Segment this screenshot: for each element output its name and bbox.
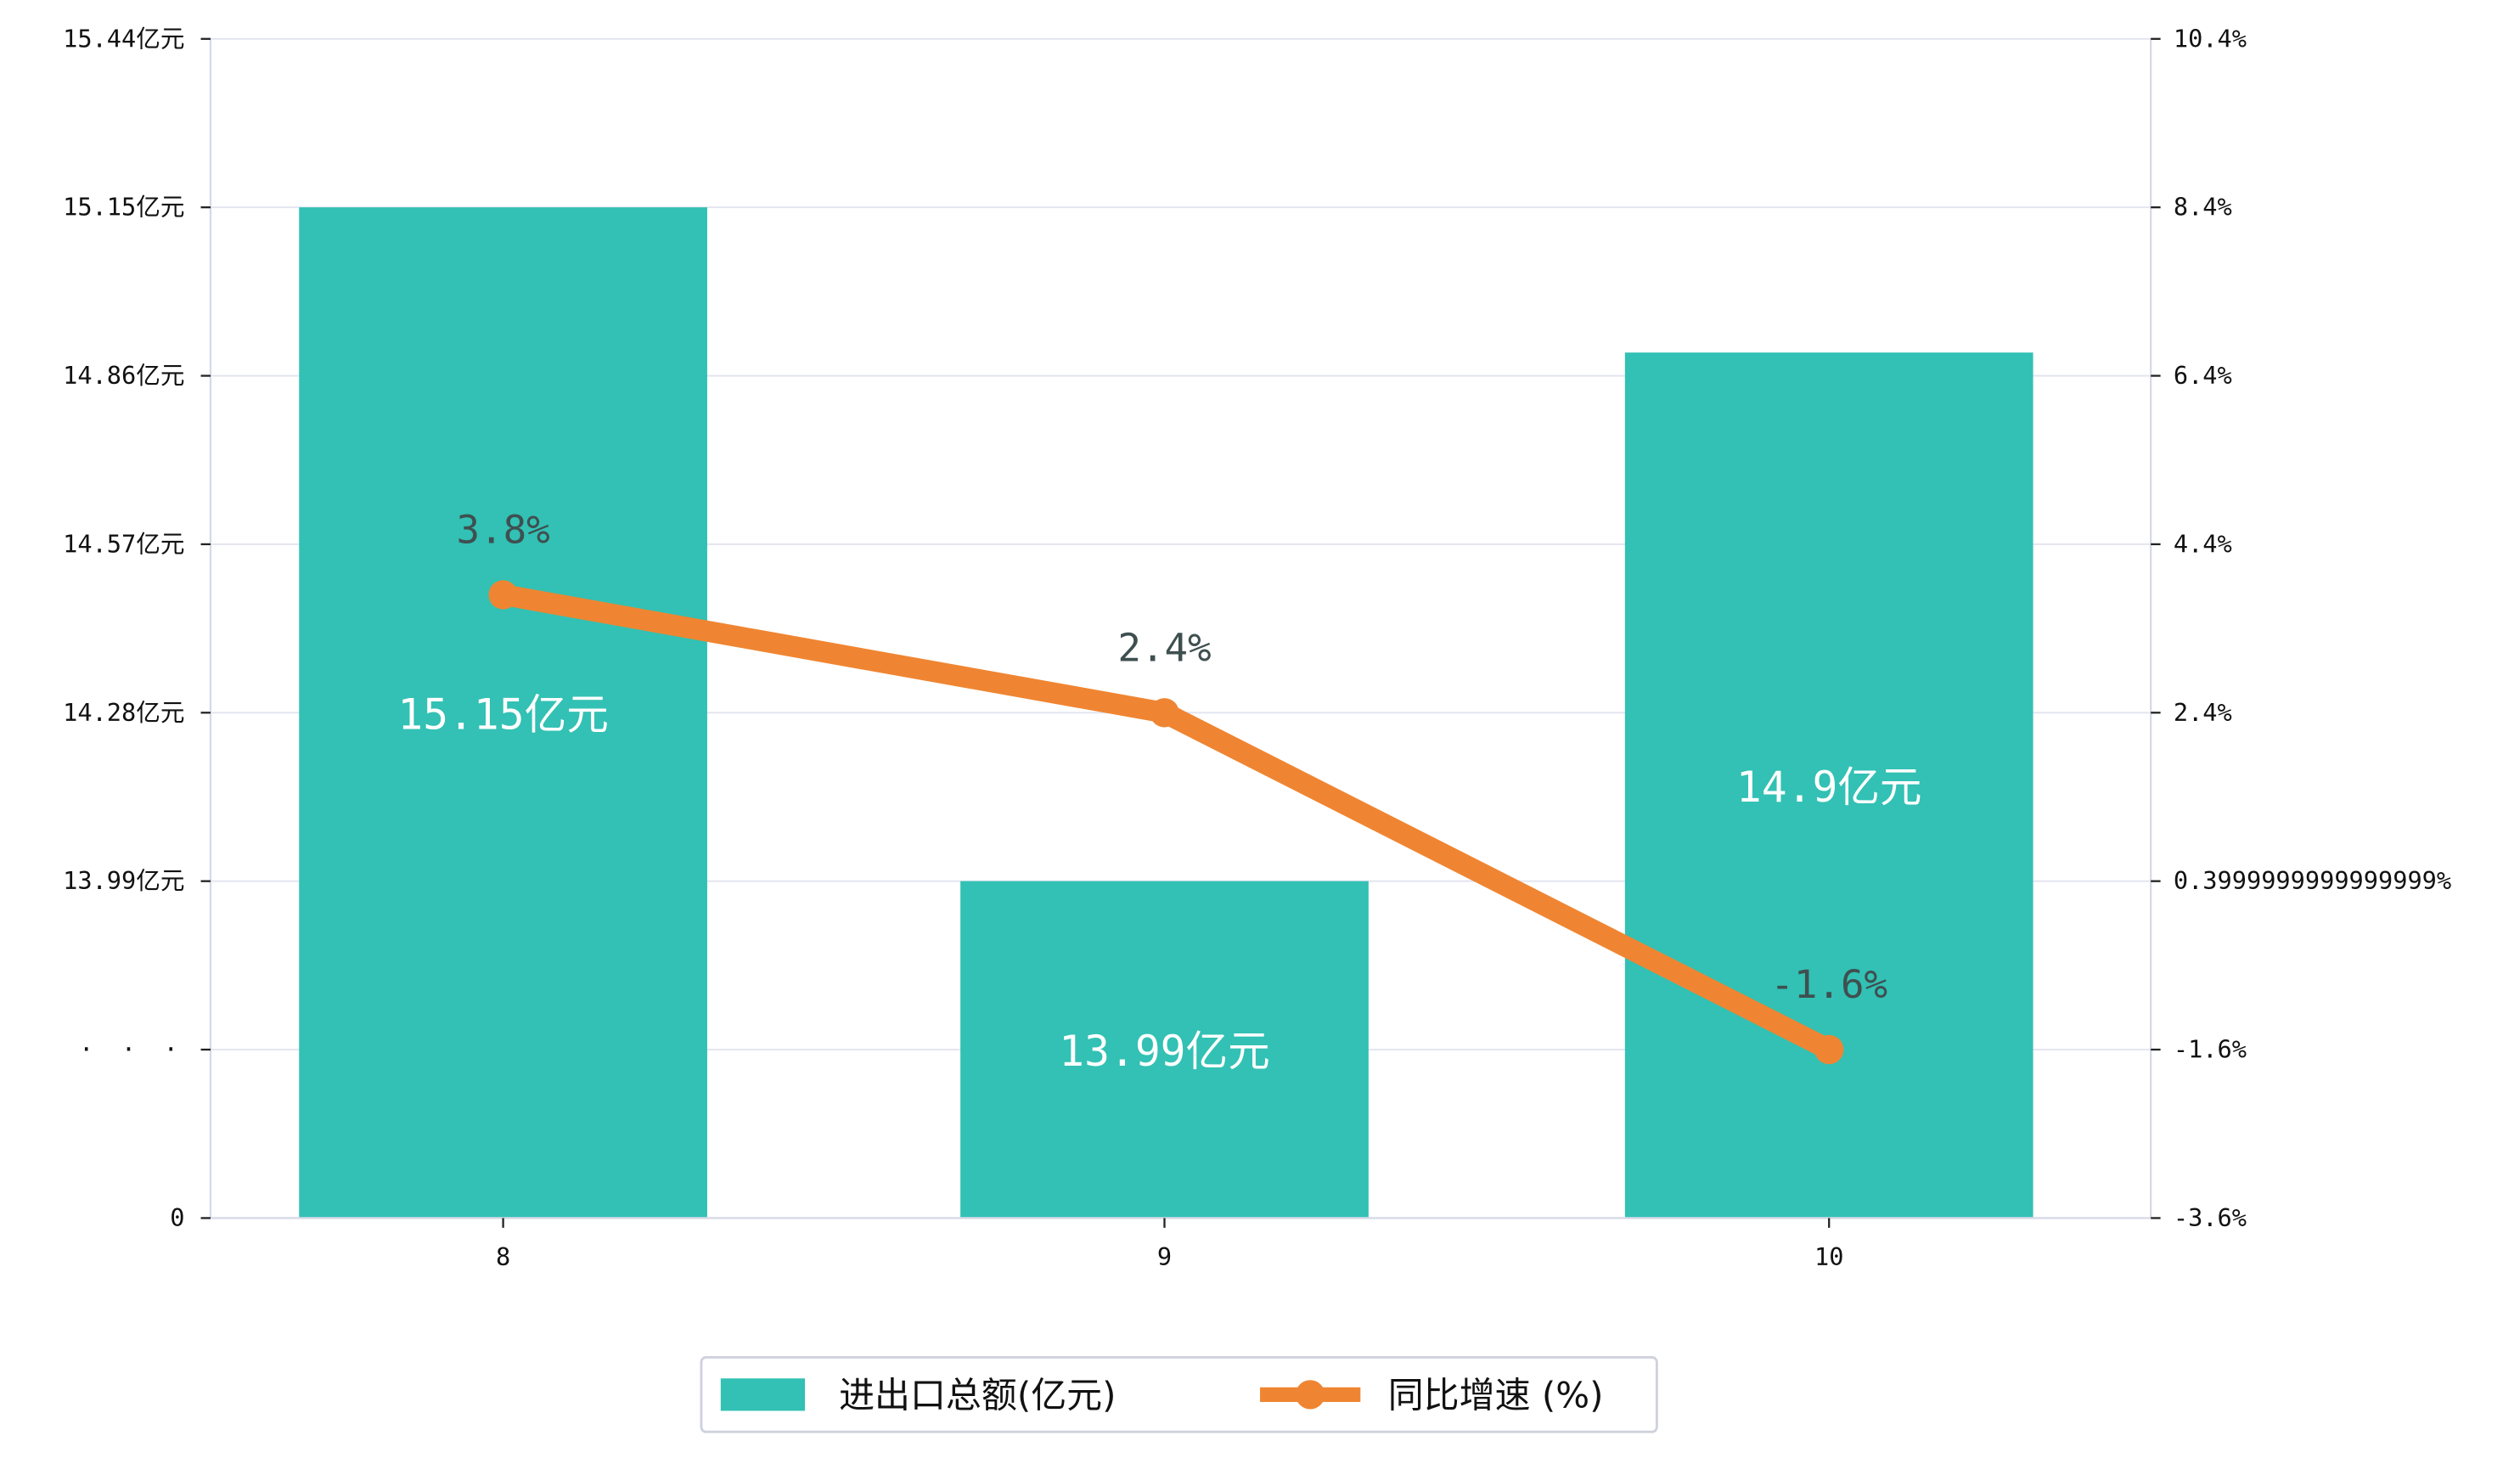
growth-value-label: 3.8%	[456, 507, 549, 552]
left-tick-label: 15.44亿元	[63, 24, 184, 53]
data-labels: 15.15亿元 13.99亿元 14.9亿元 3.8% 2.4% -1.6%	[397, 507, 1921, 1076]
bar-8	[299, 207, 707, 1219]
bars	[299, 207, 2033, 1219]
legend-label-bar: 进出口总额(亿元)	[839, 1375, 1116, 1416]
legend-box	[700, 1356, 1658, 1433]
right-tick-label: 4.4%	[2174, 529, 2232, 558]
left-tick-label: 13.99亿元	[63, 866, 184, 895]
growth-point	[1814, 1034, 1844, 1065]
left-tick-label: 14.28亿元	[63, 698, 184, 727]
growth-value-label: 2.4%	[1117, 625, 1211, 670]
right-tick-label: 10.4%	[2174, 24, 2247, 53]
growth-point	[488, 580, 518, 610]
left-tick-label: 0	[170, 1203, 184, 1232]
right-tick-label: -3.6%	[2174, 1203, 2247, 1232]
bar-9	[960, 881, 1369, 1219]
legend-swatch-bar	[720, 1378, 806, 1411]
left-tick-label: · · ·	[79, 1035, 184, 1064]
growth-line	[488, 580, 1844, 1065]
x-tick-label: 10	[1814, 1242, 1843, 1271]
axes: 0 · · · 13.99亿元 14.28亿元 14.57亿元 14.86亿元 15.15亿…	[63, 24, 2451, 1270]
bar-10	[1624, 352, 2033, 1219]
bar-value-label: 14.9亿元	[1736, 763, 1922, 812]
legend[interactable]: 进出口总额(亿元) 同比增速 (%)	[700, 1356, 1658, 1433]
right-tick-label: 2.4%	[2174, 698, 2232, 727]
left-tick-label: 14.86亿元	[63, 361, 184, 390]
growth-value-label: -1.6%	[1770, 962, 1887, 1007]
legend-label-line: 同比增速 (%)	[1388, 1375, 1604, 1416]
growth-point	[1150, 698, 1179, 728]
bar-value-label: 13.99亿元	[1059, 1027, 1269, 1076]
x-tick-label: 9	[1157, 1242, 1172, 1271]
x-tick-label: 8	[496, 1242, 510, 1271]
right-tick-label: 0.3999999999999999%	[2174, 866, 2451, 895]
right-tick-label: 6.4%	[2174, 361, 2232, 390]
legend-swatch-marker	[1296, 1380, 1325, 1410]
right-tick-label: 8.4%	[2174, 193, 2232, 222]
bar-value-label: 15.15亿元	[397, 690, 608, 739]
left-tick-label: 15.15亿元	[63, 193, 184, 222]
left-tick-label: 14.57亿元	[63, 529, 184, 558]
right-tick-label: -1.6%	[2174, 1035, 2247, 1064]
